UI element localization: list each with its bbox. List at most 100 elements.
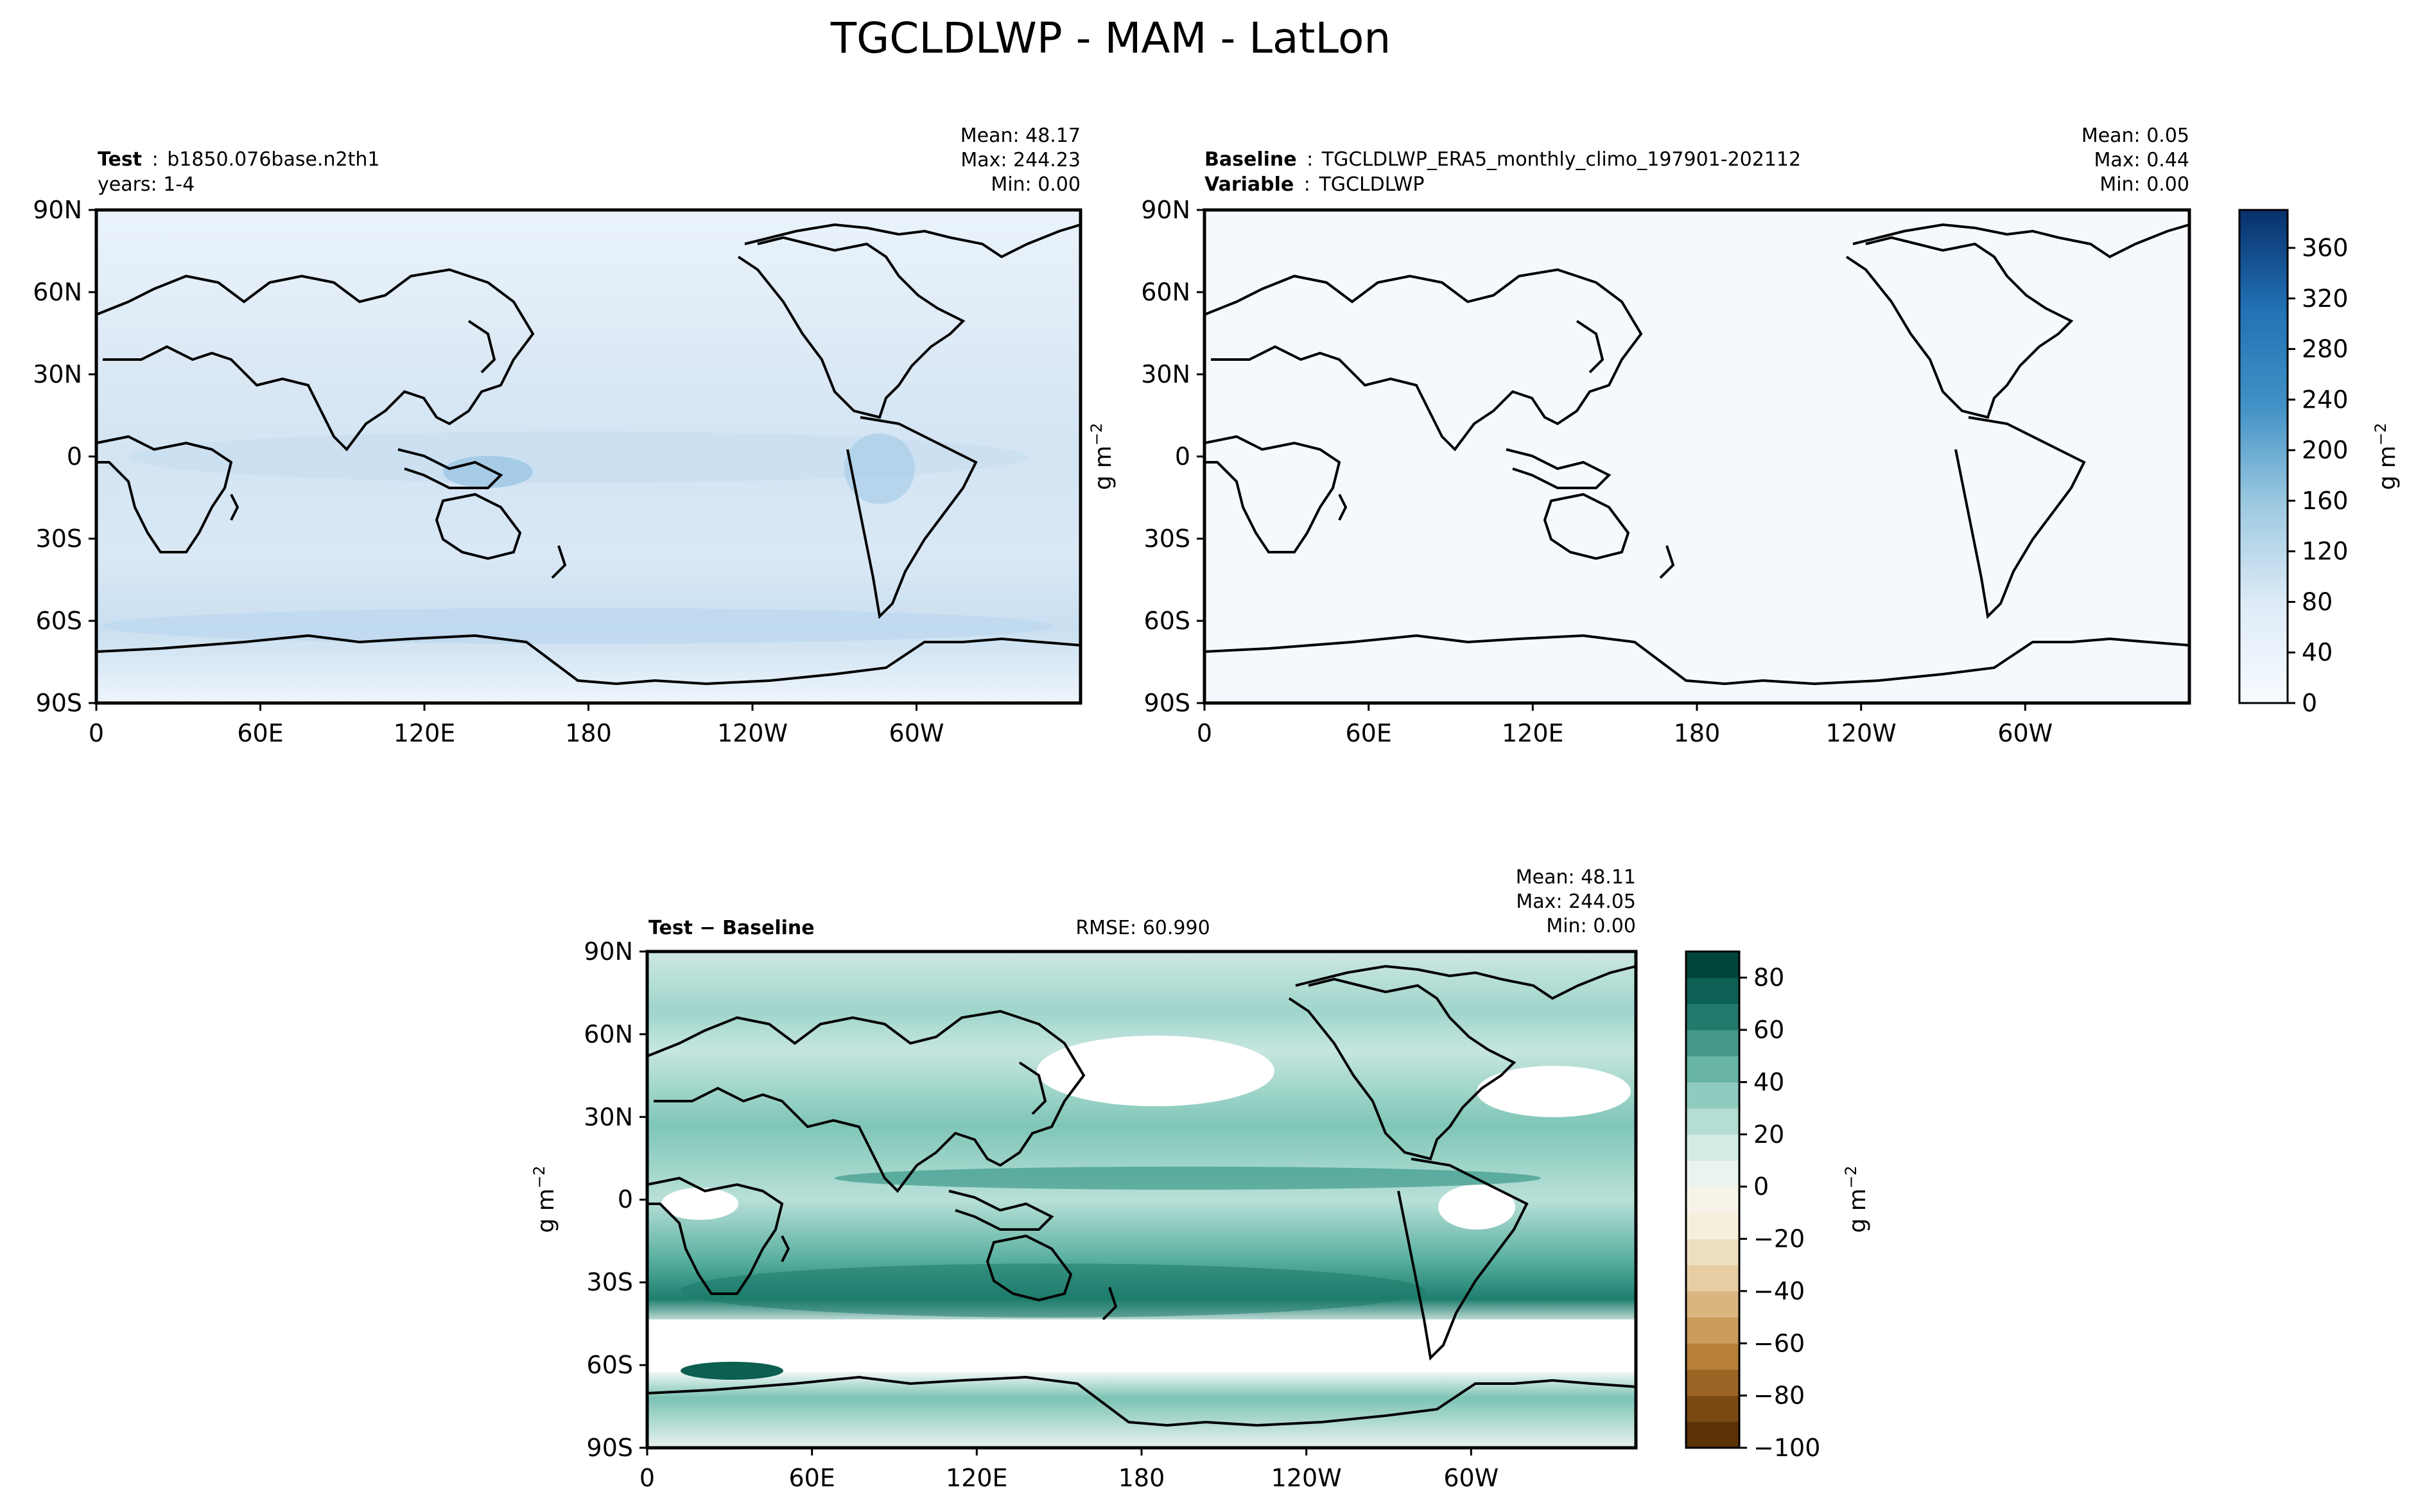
colorbar-diff-segment-10 (1686, 1160, 1739, 1187)
diff-ytick-label-90s: 90S (587, 1434, 633, 1462)
test-coast-northamerica (737, 236, 966, 419)
test-xlabels: 0 60E 120E 180 120W 60W (89, 719, 944, 747)
colorbar-blues-tick-label-6: 240 (2302, 385, 2349, 413)
colorbar-diff-segment-3 (1686, 1343, 1739, 1370)
diff-xlabels: 0 60E 120E 180 120W 60W (639, 1464, 1499, 1492)
test-field-amazon (844, 433, 915, 504)
diff-rmse: RMSE: 60.990 (1075, 917, 1210, 939)
diff-coast-australia (986, 1234, 1073, 1302)
svg-text:Baseline : TGCLDLW: Baseline : TGCLDLWP_ERA5_monthly_climo_1… (1204, 148, 1801, 171)
colorbar-blues-tick-label-4: 160 (2302, 487, 2349, 515)
colorbar-diff-segment-6 (1686, 1265, 1739, 1292)
test-yaxis (89, 209, 96, 704)
test-header-sep: : (152, 148, 159, 171)
baseline-coast-antarctica (1204, 634, 2190, 686)
diff-coastlines (647, 964, 1637, 1427)
test-field-southern (103, 608, 1053, 644)
diff-xtick-label-120e: 120E (946, 1464, 1008, 1492)
test-field-tropics (128, 431, 1027, 483)
colorbar-diff-segment-4 (1686, 1317, 1739, 1344)
test-ytick-label-60s: 60S (36, 607, 82, 635)
colorbar-diff-segment-15 (1686, 1030, 1739, 1057)
baseline-coast-madagascar (1338, 494, 1348, 521)
diff-xtick-label-60w: 60W (1443, 1464, 1499, 1492)
baseline-ytick-label-90s: 90S (1144, 689, 1190, 717)
diff-stat-max: Max: 244.05 (1516, 891, 1636, 913)
colorbar-diff-segment-0 (1686, 1421, 1739, 1448)
diff-field-natlantic-white (1477, 1066, 1631, 1117)
baseline-ytick-label-90n: 90N (1141, 196, 1190, 224)
baseline-header-label: Baseline (1204, 148, 1297, 171)
colorbar-diff-tick-label-0: −100 (1753, 1434, 1820, 1462)
test-xtick-label-120w: 120W (717, 719, 788, 747)
diff-yaxis (639, 950, 647, 1449)
diff-coast-madagascar (781, 1235, 790, 1262)
diff-xaxis (646, 1448, 1472, 1456)
baseline-stat-mean: Mean: 0.05 (2081, 125, 2189, 147)
colorbar-diff-tick-label-1: −80 (1753, 1382, 1805, 1410)
baseline-ylabel: g m−2 (1088, 423, 1117, 491)
test-coast-newzealand (551, 545, 567, 579)
baseline-xtick-label-0: 0 (1197, 719, 1212, 747)
baseline-xaxis (1203, 703, 2026, 711)
test-coast-arctic-islands (744, 223, 1081, 259)
diff-coast-newzealand (1102, 1287, 1118, 1321)
test-ytick-label-90s: 90S (36, 689, 82, 717)
baseline-ytick-label-30s: 30S (1144, 525, 1190, 553)
baseline-coast-japan (1576, 320, 1604, 374)
colorbar-diff-tick-label-5: 0 (1753, 1172, 1769, 1201)
diff-ylabel-sup: −2 (530, 1166, 548, 1188)
baseline-map-field (1204, 210, 2189, 703)
diff-stat-mean: Mean: 48.11 (1516, 866, 1636, 889)
colorbar-diff-segment-18 (1686, 952, 1739, 978)
colorbar-blues-tick-label-1: 40 (2302, 638, 2333, 666)
test-coast-africa (96, 435, 233, 553)
colorbar-blues-tick-label-9: 360 (2302, 234, 2349, 262)
diff-ytick-label-90n: 90N (584, 937, 633, 966)
colorbar-diff-label-sup: −2 (1842, 1166, 1860, 1188)
diff-field-africa-white (661, 1188, 738, 1220)
baseline-xtick-label-180: 180 (1674, 719, 1721, 747)
baseline-coast-europe (1204, 268, 1643, 452)
colorbar-diff-segment-8 (1686, 1212, 1739, 1240)
colorbar-diff-segment-7 (1686, 1238, 1739, 1265)
figure-title: TGCLDLWP - MAM - LatLon (830, 13, 1391, 63)
colorbar-diff-frame (1685, 950, 1741, 1449)
diff-xtick-label-60e: 60E (789, 1464, 835, 1492)
baseline-xtick-label-60w: 60W (1997, 719, 2053, 747)
baseline-xtick-label-60e: 60E (1346, 719, 1392, 747)
colorbar-diff-segment-2 (1686, 1369, 1739, 1396)
diff-field-southern-band (681, 1264, 1425, 1317)
baseline-ytick-label-60s: 60S (1144, 607, 1190, 635)
colorbar-diff-segment-1 (1686, 1395, 1739, 1422)
colorbar-diff-segment-16 (1686, 1004, 1739, 1030)
test-xtick-label-120e: 120E (394, 719, 456, 747)
diff-coast-europe (647, 1009, 1086, 1194)
panel-difference: Test − Baseline RMSE: 60.990 Mean: 48.11… (530, 866, 1871, 1492)
colorbar-diff-tick-label-2: −60 (1753, 1329, 1805, 1357)
baseline-header-label2: Variable (1204, 173, 1294, 196)
baseline-stat-min: Min: 0.00 (2099, 173, 2189, 196)
baseline-ytick-label-30n: 30N (1141, 360, 1190, 388)
colorbar-blues-tick-label-8: 320 (2302, 284, 2349, 313)
colorbar-diff-ticks: −100 −80 −60 −40 −20 0 20 40 60 80 (1739, 964, 1820, 1462)
colorbar-diff-segment-5 (1686, 1290, 1739, 1318)
baseline-header-sep: : (1307, 148, 1313, 171)
diff-field-itcz (835, 1167, 1541, 1190)
diff-coast-antarctica (647, 1375, 1637, 1427)
diff-coast-northamerica (1288, 977, 1517, 1161)
baseline-xtick-label-120e: 120E (1502, 719, 1564, 747)
baseline-coast-arctic-islands (1852, 223, 2190, 259)
svg-text:Test : b1850.076ba: Test : b1850.076base.n2th1 (98, 148, 379, 171)
test-stat-mean: Mean: 48.17 (960, 125, 1081, 147)
baseline-ylabels: 90N 60N 30N 0 30S 60S 90S (1141, 196, 1190, 717)
test-header-value: b1850.076base.n2th1 (167, 148, 379, 171)
test-xaxis (95, 703, 917, 711)
colorbar-diff-segments (1686, 952, 1739, 1448)
baseline-ytick-label-0: 0 (1175, 442, 1190, 471)
baseline-header-value: TGCLDLWP_ERA5_monthly_climo_197901-20211… (1321, 148, 1801, 171)
baseline-stat-max: Max: 0.44 (2094, 149, 2189, 171)
diff-coast-japan (1018, 1061, 1047, 1115)
diff-field-southern-white (647, 1319, 1636, 1372)
